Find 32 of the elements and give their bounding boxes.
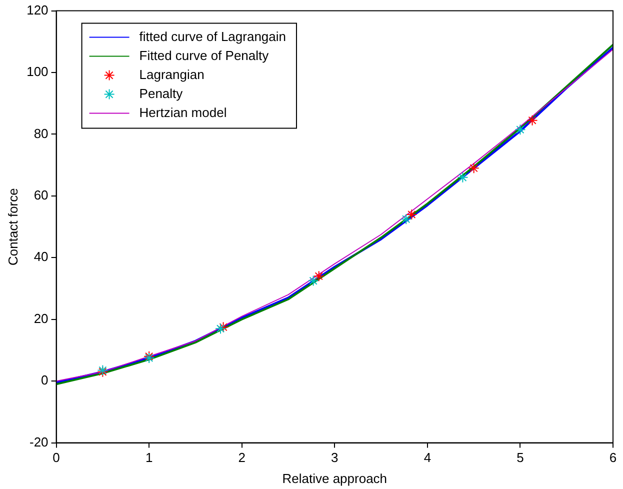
y-tick-label: 120 (26, 2, 48, 18)
y-tick-label: 0 (41, 372, 48, 388)
y-tick-label: 80 (34, 126, 48, 141)
legend-label: Lagrangian (139, 66, 204, 82)
x-tick-label: 5 (516, 450, 524, 466)
y-tick-label: 40 (34, 249, 48, 264)
x-tick-label: 2 (238, 450, 246, 466)
y-tick-label: -20 (29, 434, 48, 450)
point (406, 208, 418, 220)
x-axis-title: Relative approach (282, 470, 388, 486)
x-tick-label: 3 (331, 450, 338, 466)
x-tick-label: 1 (145, 450, 153, 466)
x-tick-label: 4 (424, 450, 432, 466)
legend-label: fitted curve of Lagrangain (139, 28, 286, 44)
y-tick-label: 20 (34, 310, 48, 326)
legend-label: Hertzian model (139, 104, 227, 120)
point (457, 172, 468, 183)
point (526, 114, 538, 126)
point (215, 323, 226, 334)
y-tick-label: 100 (26, 64, 48, 80)
point (218, 322, 229, 333)
point (400, 214, 412, 225)
legend-label: Penalty (139, 86, 184, 101)
point (468, 162, 480, 174)
legend-label: Fitted curve of Penalty (139, 48, 270, 63)
point (514, 124, 526, 136)
x-tick-label: 6 (609, 450, 617, 466)
point (308, 275, 319, 286)
x-tick-label: 0 (52, 450, 60, 466)
point (313, 270, 324, 282)
y-tick-label: 60 (34, 188, 48, 203)
y-axis-title: Contact force (5, 188, 20, 266)
